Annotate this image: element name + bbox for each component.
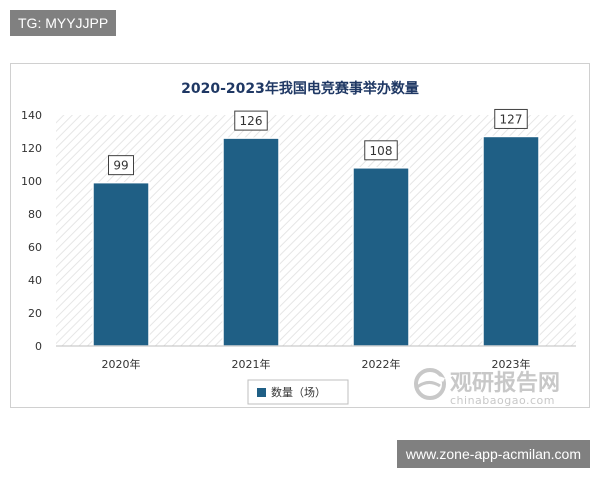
- x-tick-label: 2023年: [492, 357, 531, 371]
- y-tick-label: 140: [21, 109, 42, 122]
- watermark-main: 观研报告网: [450, 371, 560, 396]
- data-label: 99: [113, 159, 128, 173]
- y-tick-label: 80: [28, 208, 42, 221]
- data-label: 126: [240, 114, 263, 128]
- x-axis: 2020年 2021年 2022年 2023年: [102, 357, 531, 371]
- data-label: 127: [500, 112, 523, 126]
- x-tick-label: 2022年: [362, 357, 401, 371]
- y-tick-label: 60: [28, 241, 42, 254]
- y-tick-label: 0: [35, 340, 42, 353]
- watermark-tag-top: TG: MYYJJPP: [10, 10, 117, 36]
- x-tick-label: 2021年: [232, 357, 271, 371]
- y-tick-label: 100: [21, 175, 42, 188]
- watermark-sub: chinabaogao.com: [450, 394, 555, 407]
- bar: [482, 135, 540, 347]
- legend: 数量（场）: [247, 379, 349, 405]
- data-label: 108: [370, 144, 393, 158]
- y-axis: 0 20 40 60 80 100 120 140: [21, 109, 42, 353]
- bars-group: 99 126 108 127: [92, 108, 540, 347]
- y-tick-label: 40: [28, 274, 42, 287]
- watermark-logo: 观研报告网 chinabaogao.com: [414, 368, 560, 407]
- legend-swatch: [257, 388, 266, 397]
- bar: [222, 137, 280, 347]
- data-label-box: [494, 108, 528, 129]
- bar: [352, 167, 410, 347]
- x-tick-label: 2020年: [102, 357, 141, 371]
- chart-title: 2020-2023年我国电竞赛事举办数量: [181, 80, 419, 97]
- logo-icon: [414, 368, 446, 400]
- y-tick-label: 120: [21, 142, 42, 155]
- legend-label: 数量（场）: [271, 385, 326, 399]
- bar: [92, 181, 150, 347]
- data-label-box: [108, 155, 134, 176]
- watermark-tag-bottom: www.zone-app-acmilan.com: [396, 440, 590, 468]
- data-label-box: [234, 110, 268, 131]
- data-label-box: [364, 140, 398, 161]
- y-tick-label: 20: [28, 307, 42, 320]
